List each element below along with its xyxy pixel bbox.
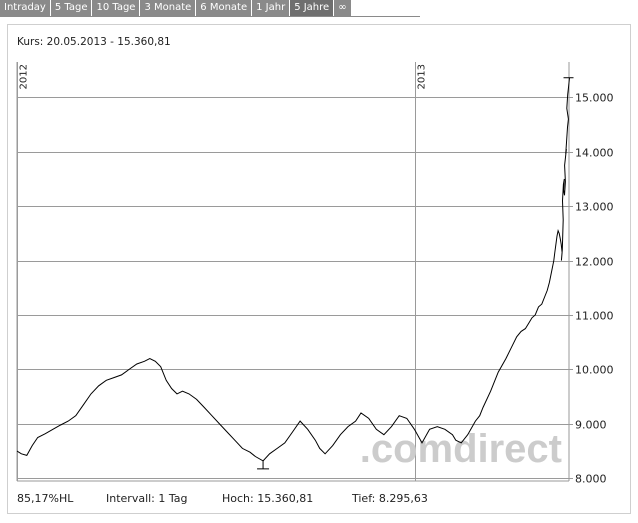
period-label: 2012 (19, 64, 30, 89)
y-tick-label: 14.000 (575, 147, 614, 160)
tab-5-tage[interactable]: 5 Tage (50, 0, 93, 16)
chart-grid (16, 62, 570, 482)
series-line (16, 77, 570, 462)
tab-5-jahre[interactable]: 5 Jahre (290, 0, 335, 16)
x-period-markers: 2012 2013 (19, 64, 428, 89)
y-tick-label: 9.000 (575, 419, 607, 432)
comdirect-watermark: .comdirect (360, 427, 562, 471)
period-label: 2013 (417, 64, 428, 89)
high-value: Hoch: 15.360,81 (222, 492, 314, 505)
y-tick-label: 11.000 (575, 310, 614, 323)
tabs-underline (0, 16, 420, 17)
y-tick-label: 13.000 (575, 201, 614, 214)
tab-10-tage[interactable]: 10 Tage (92, 0, 141, 16)
y-tick-label: 8.000 (575, 473, 607, 486)
tab-3-monate[interactable]: 3 Monate (140, 0, 197, 16)
y-tick-label: 10.000 (575, 364, 614, 377)
interval-label: Intervall: 1 Tag (106, 492, 188, 505)
tab-max[interactable]: ∞ (334, 0, 352, 16)
hl-percent: 85,17%HL (17, 492, 74, 505)
low-value: Tief: 8.295,63 (352, 492, 428, 505)
tab-1-jahr[interactable]: 1 Jahr (252, 0, 291, 16)
y-tick-label: 15.000 (575, 92, 614, 105)
tab-intraday[interactable]: Intraday (0, 0, 51, 16)
timeframe-tabs: Intraday 5 Tage 10 Tage 3 Monate 6 Monat… (0, 0, 352, 17)
y-axis-ticks: 8.000 9.000 10.000 11.000 12.000 13.000 14.000… (569, 92, 614, 486)
chart-footer: 85,17%HL Intervall: 1 Tag Hoch: 15.360,8… (17, 492, 428, 505)
y-tick-label: 12.000 (575, 256, 614, 269)
tab-6-monate[interactable]: 6 Monate (196, 0, 253, 16)
chart-frame (7, 24, 631, 514)
price-caption: Kurs: 20.05.2013 - 15.360,81 (17, 36, 171, 48)
high-low-markers (257, 77, 574, 470)
